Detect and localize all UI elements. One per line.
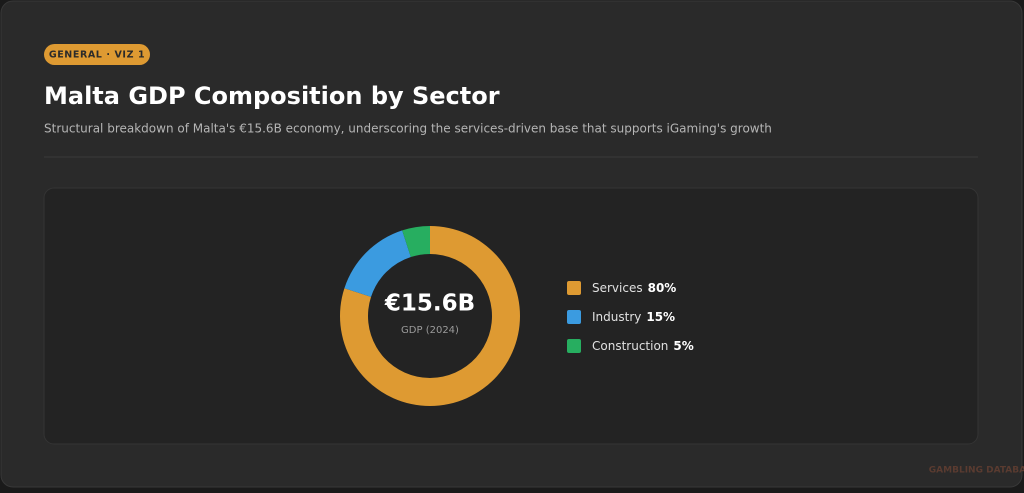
center-label: €15.6B <box>384 291 475 317</box>
badge: GENERAL · VIZ 1 <box>49 50 145 61</box>
legend-label: Construction <box>592 339 668 353</box>
chart-subtitle: Structural breakdown of Malta's €15.6B e… <box>44 122 772 136</box>
slice <box>402 226 430 258</box>
legend-label: Services <box>592 281 643 295</box>
legend-swatch <box>567 310 581 324</box>
slice <box>344 230 411 297</box>
legend-entry: Industry 15% <box>592 310 675 324</box>
legend-entry: Services 80% <box>592 281 676 295</box>
legend-label: Industry <box>592 310 641 324</box>
slice <box>340 226 520 406</box>
center-sublabel: GDP (2024) <box>401 325 459 336</box>
donut <box>340 226 520 406</box>
watermark: GAMBLING DATABASES <box>929 466 1024 476</box>
legend-swatch <box>567 281 581 295</box>
legend-swatch <box>567 339 581 353</box>
legend-value: 5% <box>673 339 693 353</box>
badge-pill <box>44 44 150 65</box>
chart-title: Malta GDP Composition by Sector <box>44 82 500 110</box>
legend: Services 80% Industry 15% Construction 5% <box>567 281 694 353</box>
legend-value: 80% <box>648 281 677 295</box>
legend-entry: Construction 5% <box>592 339 694 353</box>
legend-value: 15% <box>646 310 675 324</box>
